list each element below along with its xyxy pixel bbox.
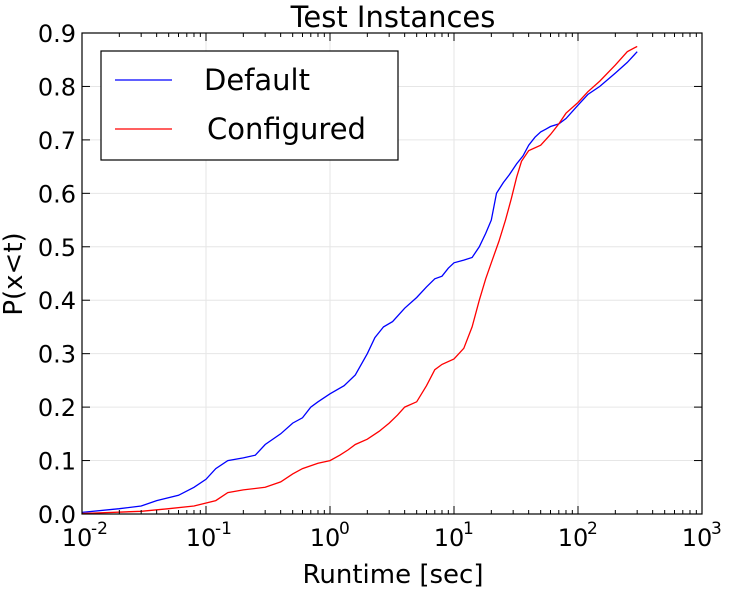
x-tick-label: 10 (558, 524, 589, 552)
chart-title: Test Instances (290, 0, 496, 34)
y-tick-label: 0.6 (38, 180, 76, 208)
y-tick-label: 0.7 (38, 127, 76, 155)
series-line-default (81, 51, 638, 514)
legend-label-default: Default (204, 63, 310, 97)
y-tick-label: 0.4 (38, 287, 76, 315)
series-layer (81, 45, 638, 515)
y-tick-label: 0.8 (38, 73, 76, 101)
y-tick-label: 0.2 (38, 394, 76, 422)
x-tick-label: 10 (434, 524, 465, 552)
x-tick-exponent: -1 (215, 519, 232, 539)
x-tick-exponent: 1 (463, 519, 474, 539)
x-axis-label: Runtime [sec] (303, 560, 484, 590)
x-tick-label: 10 (310, 524, 341, 552)
x-tick-exponent: 3 (711, 519, 722, 539)
y-axis-label: P(x<t) (0, 232, 29, 315)
x-tick-label: 10 (186, 524, 217, 552)
legend-label-configured: Configured (207, 112, 366, 146)
x-tick-exponent: -2 (91, 519, 108, 539)
legend: Default Configured (100, 50, 399, 161)
y-tick-label: 0.1 (38, 448, 76, 476)
y-tick-label: 0.5 (38, 234, 76, 262)
x-tick-label: 10 (682, 524, 713, 552)
legend-box (100, 50, 399, 161)
x-tick-exponent: 2 (587, 519, 598, 539)
plot-frame (81, 32, 703, 515)
series-line-configured (81, 45, 638, 515)
x-tick-exponent: 0 (339, 519, 350, 539)
y-tick-label: 0.9 (38, 20, 76, 48)
y-tick-label: 0.3 (38, 341, 76, 369)
y-tick-label: 0.0 (38, 501, 76, 529)
x-tick-label: 10 (62, 524, 93, 552)
ticks (81, 32, 703, 515)
tick-labels: 10-2 10-1 100 101 102 1030.00.10.20.30.40.50.… (38, 20, 722, 552)
